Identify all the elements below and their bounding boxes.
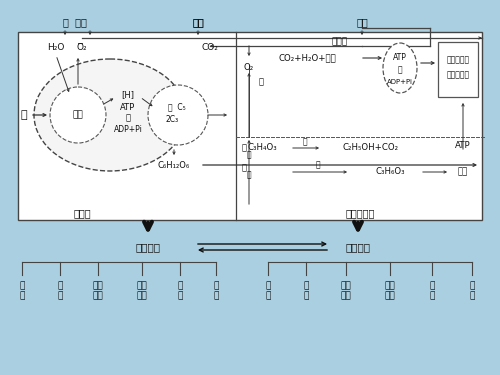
Text: 酶: 酶 xyxy=(242,164,246,172)
Text: 酶: 酶 xyxy=(126,114,130,123)
Text: 酶  C₅: 酶 C₅ xyxy=(168,102,186,111)
Ellipse shape xyxy=(34,59,186,171)
Text: C₆H₁₂O₆: C₆H₁₂O₆ xyxy=(158,160,190,170)
Text: 光: 光 xyxy=(20,110,28,120)
Text: 物质
变化: 物质 变化 xyxy=(92,281,104,301)
Text: 细胞分裂、: 细胞分裂、 xyxy=(446,56,469,64)
Bar xyxy=(438,42,478,97)
Text: 物质合成等: 物质合成等 xyxy=(446,70,469,80)
Text: 空气: 空气 xyxy=(192,17,204,27)
Bar xyxy=(18,32,482,220)
Text: 能量: 能量 xyxy=(458,168,468,177)
Text: 条
件: 条 件 xyxy=(214,281,218,301)
Text: O₂: O₂ xyxy=(244,63,254,72)
Text: H₂O: H₂O xyxy=(48,42,64,51)
Text: C₂H₅OH+CO₂: C₂H₅OH+CO₂ xyxy=(343,144,399,153)
Text: 概
念: 概 念 xyxy=(266,281,270,301)
Text: 类
型: 类 型 xyxy=(304,281,308,301)
Text: 根  空气: 根 空气 xyxy=(63,17,87,27)
Text: C₃H₄O₃: C₃H₄O₃ xyxy=(247,144,277,153)
Text: ATP: ATP xyxy=(120,102,136,111)
Text: 色素: 色素 xyxy=(72,111,84,120)
Text: 能量
变化: 能量 变化 xyxy=(136,281,147,301)
Text: 酶: 酶 xyxy=(242,144,246,153)
Text: 2C₃: 2C₃ xyxy=(166,116,178,124)
Text: 场
所: 场 所 xyxy=(430,281,434,301)
Text: 细胞呼吸: 细胞呼吸 xyxy=(346,242,370,252)
Text: CO₂: CO₂ xyxy=(202,42,218,51)
Text: 酶: 酶 xyxy=(302,138,308,147)
Text: 产能
情况: 产能 情况 xyxy=(384,281,396,301)
Text: C₃H₆O₃: C₃H₆O₃ xyxy=(375,168,405,177)
Text: O₂: O₂ xyxy=(76,42,88,51)
Circle shape xyxy=(50,87,106,143)
Text: 实
质: 实 质 xyxy=(470,281,474,301)
Ellipse shape xyxy=(383,43,417,93)
Text: 酶: 酶 xyxy=(246,150,252,159)
Text: 发
现: 发 现 xyxy=(58,281,62,301)
Text: [H]: [H] xyxy=(122,90,134,99)
Text: ATP: ATP xyxy=(393,54,407,63)
Text: CO₂+H₂O+能量: CO₂+H₂O+能量 xyxy=(278,54,336,63)
Text: 物质
变化: 物质 变化 xyxy=(340,281,351,301)
Text: 酶: 酶 xyxy=(246,171,252,180)
Text: 光合作用: 光合作用 xyxy=(136,242,160,252)
Text: 酶: 酶 xyxy=(316,160,320,170)
Text: 酶: 酶 xyxy=(398,66,402,75)
Text: ADP+Pi: ADP+Pi xyxy=(387,79,413,85)
Text: 空气: 空气 xyxy=(192,17,204,27)
Text: ATP: ATP xyxy=(455,141,471,150)
Text: 线粒体: 线粒体 xyxy=(332,38,348,46)
Text: 空气: 空气 xyxy=(356,17,368,27)
Text: 细胞质基质: 细胞质基质 xyxy=(346,208,374,218)
Text: ADP+Pi: ADP+Pi xyxy=(114,126,142,135)
Text: 叶绿体: 叶绿体 xyxy=(73,208,91,218)
Text: 场
所: 场 所 xyxy=(178,281,182,301)
Text: 酶: 酶 xyxy=(258,78,264,87)
Circle shape xyxy=(148,85,208,145)
Text: 概
念: 概 念 xyxy=(20,281,24,301)
